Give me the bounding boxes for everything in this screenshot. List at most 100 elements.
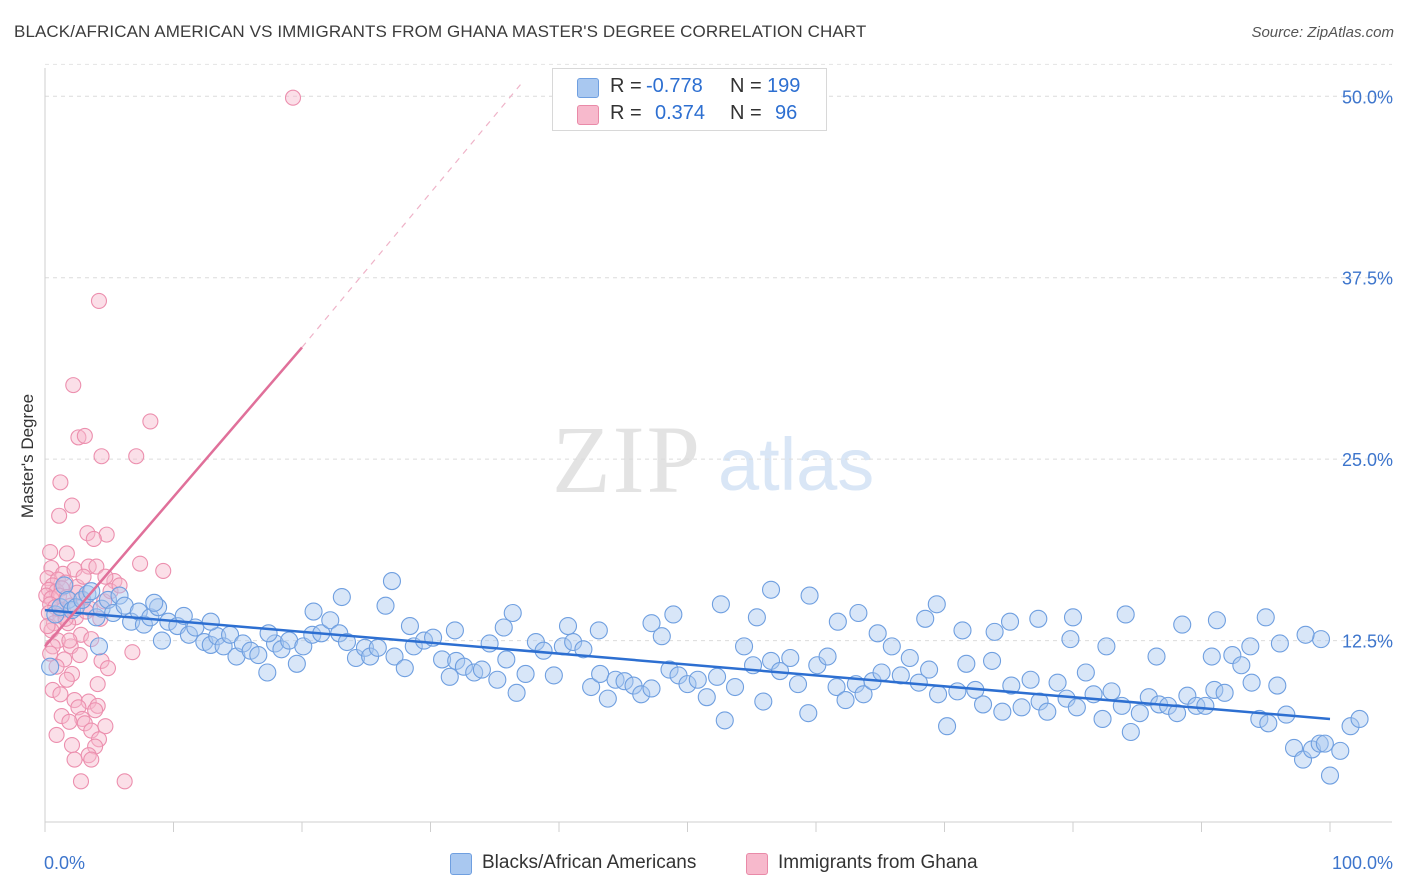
source-label: Source: ZipAtlas.com	[1251, 24, 1394, 41]
black-point	[836, 691, 855, 710]
black-point	[938, 717, 957, 736]
black-point	[1202, 647, 1221, 666]
ghana-point	[61, 632, 78, 649]
gridlines	[45, 63, 1392, 642]
black-point	[891, 666, 910, 685]
black-point	[827, 677, 846, 697]
legend-r-label: R =	[610, 102, 642, 124]
black-point	[973, 695, 993, 714]
black-point	[400, 617, 419, 636]
black-point	[321, 611, 340, 630]
black-point	[1061, 630, 1080, 649]
ghana-point	[42, 645, 59, 662]
ghana-point	[85, 530, 102, 548]
black-point	[1232, 656, 1251, 675]
black-point	[1331, 741, 1350, 760]
black-point	[472, 660, 491, 679]
ghana-point	[52, 474, 69, 491]
ghana-point	[63, 737, 81, 754]
ghana-point	[111, 577, 128, 594]
black-point	[747, 608, 766, 627]
black-point	[1341, 717, 1360, 736]
black-point	[110, 586, 129, 605]
ghana-point	[90, 292, 108, 309]
black-point	[1205, 680, 1224, 699]
ghana-point	[87, 738, 104, 755]
black-point	[1029, 609, 1048, 628]
black-point	[337, 632, 357, 652]
black-point	[174, 606, 193, 625]
black-point	[287, 654, 306, 673]
black-point	[1048, 673, 1067, 692]
black-point	[948, 682, 967, 701]
black-point	[332, 587, 351, 607]
ghana-point	[58, 545, 75, 562]
black-point	[589, 621, 608, 640]
black-point	[982, 651, 1002, 670]
black-point	[385, 647, 404, 666]
watermark-atlas: atlas	[718, 423, 874, 506]
black-point	[1241, 637, 1260, 656]
black-point	[1030, 692, 1049, 711]
ghana-point	[80, 693, 97, 710]
black-point	[564, 632, 583, 652]
black-point	[303, 625, 322, 644]
legend-r-value: 0.374	[655, 102, 706, 124]
black-point	[516, 664, 535, 684]
ghana-point	[116, 773, 133, 790]
black-point	[454, 657, 473, 676]
bottom-legend-label-black: Blacks/African Americans	[482, 852, 697, 873]
black-points	[41, 572, 1369, 785]
black-point	[927, 595, 946, 614]
black-point	[1139, 688, 1158, 707]
y-tick-label: 25.0%	[1342, 450, 1393, 470]
black-point	[558, 617, 578, 636]
ghana-point	[65, 377, 82, 394]
ghana-point	[128, 448, 145, 465]
black-point	[606, 670, 625, 689]
black-point	[1320, 766, 1340, 785]
black-point	[1093, 709, 1112, 728]
black-point	[1147, 647, 1166, 666]
legend-n-value: 96	[775, 102, 798, 124]
ghana-point	[72, 773, 90, 790]
black-point	[497, 650, 516, 669]
black-point	[849, 603, 868, 623]
black-point	[642, 679, 661, 698]
black-point	[652, 627, 671, 646]
black-point	[1063, 608, 1083, 627]
black-point	[678, 675, 697, 694]
black-point	[929, 685, 948, 704]
ghana-points	[38, 89, 302, 790]
ghana-point	[132, 555, 149, 572]
black-point	[1293, 750, 1313, 769]
black-point	[920, 660, 939, 679]
trend-lines	[44, 84, 1331, 721]
black-point	[89, 637, 109, 656]
ghana-point	[48, 726, 65, 743]
black-point	[953, 621, 972, 640]
black-point	[214, 637, 233, 656]
black-point	[788, 675, 808, 694]
black-point	[145, 593, 164, 612]
ghana-point	[98, 526, 115, 543]
ghana-point	[66, 692, 83, 709]
tick-labels: 12.5% 25.0% 37.5% 50.0% 0.0% 100.0%	[44, 87, 1393, 873]
ghana-point	[87, 702, 104, 719]
black-point	[134, 615, 153, 634]
ghana-trend-line	[44, 346, 303, 648]
legend-r-label: R =	[610, 75, 642, 97]
ghana-point	[142, 413, 159, 430]
bottom-legend-swatch-black	[450, 853, 472, 875]
black-point	[1310, 734, 1329, 753]
black-point	[800, 586, 819, 605]
black-point	[664, 605, 683, 624]
black-point	[872, 663, 891, 682]
black-point	[761, 651, 781, 670]
black-point	[1076, 663, 1095, 682]
black-point	[55, 576, 74, 595]
black-point	[440, 667, 459, 686]
black-point	[708, 667, 727, 686]
black-point	[598, 689, 617, 708]
y-axis-label: Master's Degree	[18, 393, 37, 519]
